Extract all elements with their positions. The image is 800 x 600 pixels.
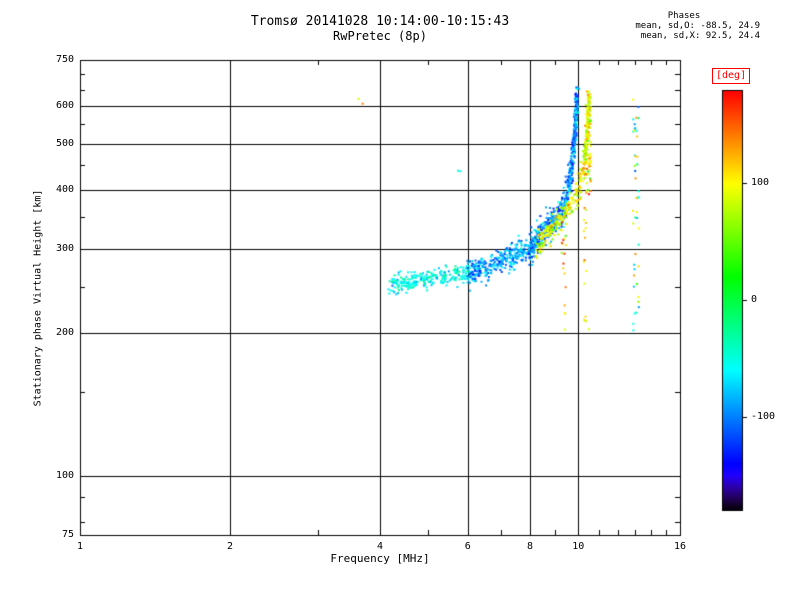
x-tick-label-2: 2: [226, 541, 234, 552]
x-tick-label-10: 10: [572, 541, 585, 552]
colorbar-tick-label-100: 100: [751, 177, 770, 189]
y-tick-label-500: 500: [55, 137, 74, 149]
phase-stats-x-mode: mean, sd,X: 92.5, 24.4: [640, 31, 760, 41]
x-axis-label: Frequency [MHz]: [330, 552, 430, 565]
y-tick-label-400: 400: [55, 183, 74, 195]
phase-stats-block: Phases mean, sd,O: -88.5, 24.9 mean, sd,…: [608, 11, 760, 41]
phase-stats-title: Phases: [667, 11, 701, 21]
y-tick-label-300: 300: [55, 243, 74, 255]
plot-subtitle: RwPretec (8p): [333, 29, 427, 43]
x-tick-label-4: 4: [376, 541, 384, 552]
x-tick-label-16: 16: [673, 541, 687, 552]
x-tick-label-8: 8: [526, 541, 534, 552]
y-tick-label-75: 75: [61, 529, 74, 540]
colorbar-tick-label-0: 0: [751, 294, 758, 305]
colorbar-tick-label--100: -100: [751, 410, 776, 422]
colorbar-units-label: [deg]: [712, 68, 751, 84]
x-tick-label-1: 1: [76, 541, 84, 552]
y-tick-label-600: 600: [55, 100, 74, 112]
y-axis-label: Stationary phase Virtual Height [km]: [32, 189, 44, 407]
y-tick-label-750: 750: [55, 54, 74, 65]
phase-stats-o-mode: mean, sd,O: -88.5, 24.9: [635, 21, 760, 31]
y-tick-label-200: 200: [55, 326, 74, 338]
plot-title: Tromsø 20141028 10:14:00-10:15:43: [250, 14, 510, 29]
x-tick-label-6: 6: [464, 541, 471, 552]
y-tick-label-100: 100: [55, 469, 74, 481]
